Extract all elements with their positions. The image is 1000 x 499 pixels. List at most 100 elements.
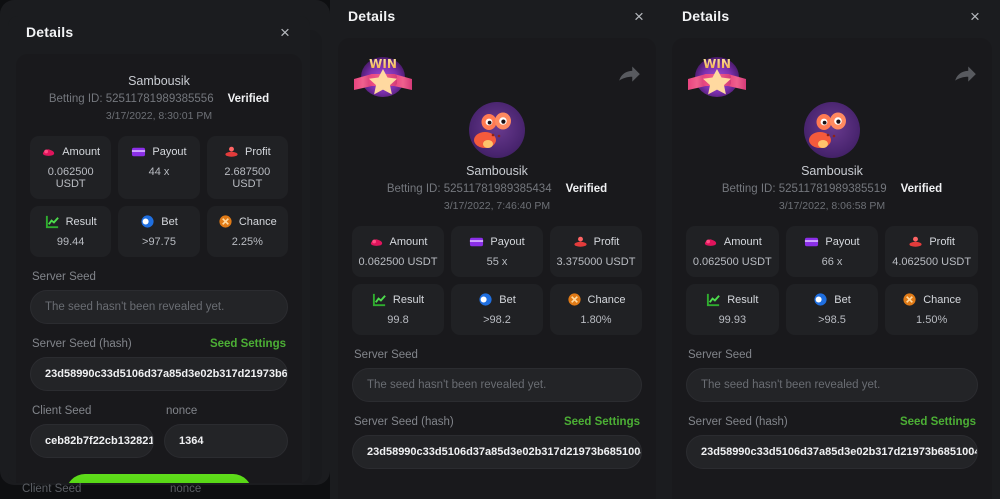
page-title: Details (26, 24, 74, 40)
page-title: Details (348, 8, 396, 24)
amount-label: Amount (723, 235, 762, 248)
betting-id-row: Betting ID: 52511781989385519 Verified (686, 183, 978, 195)
profit-value: 3.375000 USDT (556, 256, 636, 268)
result-value: 99.93 (718, 314, 747, 326)
profit-label: Profit (593, 235, 620, 248)
server-seed-hash-label-row: Server Seed (hash) Seed Settings (688, 416, 976, 428)
svg-text:WIN: WIN (369, 57, 397, 71)
seed-settings-link[interactable]: Seed Settings (899, 416, 976, 428)
details-panel[interactable]: Details × (8, 16, 310, 483)
server-seed-hash-label-row: Server Seed (hash) Seed Settings (354, 416, 640, 428)
client-seed-label: Client Seed (32, 405, 92, 417)
amount-value: 0.062500 USDT (47, 166, 94, 190)
client-seed-block: Client Seed nonce ceb82b7f22cb132821d1af… (30, 391, 288, 483)
result-icon (45, 214, 60, 229)
result-label: Result (727, 293, 759, 306)
chance-value: 2.25% (231, 236, 263, 248)
server-seed-label: Server Seed (688, 349, 752, 361)
panel-header: Details × (330, 0, 664, 32)
server-seed-hash-input[interactable]: 23d58990c33d5106d37a85d3e02b317d21973b68… (686, 435, 978, 469)
close-icon[interactable]: × (634, 6, 644, 26)
stat-result: Result 99.93 (686, 284, 779, 335)
bet-label: Bet (161, 215, 178, 228)
server-seed-hash-input[interactable]: 23d58990c33d5106d37a85d3e02b317d21973b68… (30, 357, 288, 391)
stat-payout: Payout 55 x (451, 226, 543, 277)
profit-value: 2.687500 USDT (224, 166, 271, 190)
betting-id: Betting ID: 52511781989385519 (721, 183, 887, 195)
profit-label: Profit (929, 235, 955, 248)
timestamp: 3/17/2022, 8:30:01 PM (105, 110, 213, 122)
verify-button[interactable]: Verify (66, 474, 252, 483)
stat-amount: Amount 0.062500 USDT (352, 226, 444, 277)
panel-header: Details × (664, 0, 1000, 32)
nonce-input[interactable]: 1364 (164, 424, 288, 458)
share-icon[interactable] (952, 60, 978, 86)
payout-label: Payout (152, 145, 187, 158)
details-panel[interactable]: Details × (664, 0, 1000, 499)
betting-id: Betting ID: 52511781989385556 (48, 93, 214, 105)
stats-grid: Amount 0.062500 USDT Payout 66 x (686, 226, 978, 335)
amount-label: Amount (389, 235, 428, 248)
stat-profit: Profit 2.687500 USDT (206, 136, 288, 199)
bet-icon (140, 214, 155, 229)
betting-id-row: Betting ID: 52511781989385556 Verified (30, 93, 288, 105)
betting-id: Betting ID: 52511781989385434 (386, 183, 552, 195)
details-card: WIN (16, 54, 302, 483)
close-icon[interactable]: × (970, 6, 980, 26)
amount-label: Amount (62, 145, 101, 158)
seed-settings-link[interactable]: Seed Settings (209, 338, 286, 350)
stat-bet: Bet >98.5 (785, 284, 879, 335)
server-seed-input[interactable]: The seed hasn't been revealed yet. (352, 368, 642, 402)
server-seed-hash-input[interactable]: 23d58990c33d5106d37a85d3e02b317d21973b68… (352, 435, 642, 469)
status-badge: Verified (227, 93, 270, 105)
avatar (804, 102, 860, 158)
hero-top-row: WIN (686, 52, 978, 100)
result-label: Result (65, 215, 97, 228)
win-badge-icon: WIN (686, 52, 748, 98)
details-panel[interactable]: Details × (330, 0, 664, 499)
nickname: Sambousik (128, 74, 190, 88)
svg-text:WIN: WIN (703, 57, 731, 71)
panel-header: Details × (8, 16, 310, 48)
stat-profit: Profit 3.375000 USDT (550, 226, 642, 277)
profit-value: 4.062500 USDT (892, 256, 972, 268)
payout-value: 55 x (486, 256, 508, 268)
result-icon (706, 292, 721, 307)
status-badge: Verified (565, 183, 608, 195)
client-seed-input[interactable]: ceb82b7f22cb132821d1af: (30, 424, 154, 458)
nickname: Sambousik (466, 164, 528, 178)
details-card: WIN (672, 38, 992, 499)
server-seed-input[interactable]: The seed hasn't been revealed yet. (686, 368, 978, 402)
stat-profit: Profit 4.062500 USDT (885, 226, 978, 277)
payout-value: 66 x (821, 256, 843, 268)
stat-payout: Payout 66 x (785, 226, 879, 277)
payout-label: Payout (490, 235, 525, 248)
share-icon[interactable] (616, 60, 642, 86)
profit-icon (908, 234, 923, 249)
betting-id-row: Betting ID: 52511781989385434 Verified (352, 183, 642, 195)
result-icon (372, 292, 387, 307)
chance-label: Chance (587, 293, 626, 306)
client-seed-nonce-inputs: ceb82b7f22cb132821d1af: 1364 (30, 424, 288, 458)
close-icon[interactable]: × (280, 22, 290, 42)
payout-icon (131, 144, 146, 159)
stat-chance: Chance 1.50% (885, 284, 978, 335)
background-client-seed-label: Client Seed (22, 483, 82, 495)
stat-amount: Amount 0.062500 USDT (686, 226, 779, 277)
nickname: Sambousik (801, 164, 863, 178)
bet-icon (478, 292, 493, 307)
server-seed-hash-label: Server Seed (hash) (32, 338, 132, 350)
chance-label: Chance (923, 293, 962, 306)
stat-payout: Payout 44 x (118, 136, 200, 199)
payout-value: 44 x (148, 166, 170, 178)
result-value: 99.8 (387, 314, 409, 326)
server-seed-hash-label-row: Server Seed (hash) Seed Settings (32, 338, 286, 350)
result-label: Result (392, 293, 425, 306)
server-seed-label: Server Seed (354, 349, 418, 361)
bet-label: Bet (499, 293, 516, 306)
amount-icon (41, 144, 56, 159)
seed-settings-link[interactable]: Seed Settings (563, 416, 640, 428)
profit-icon (573, 234, 588, 249)
server-seed-input[interactable]: The seed hasn't been revealed yet. (30, 290, 288, 324)
